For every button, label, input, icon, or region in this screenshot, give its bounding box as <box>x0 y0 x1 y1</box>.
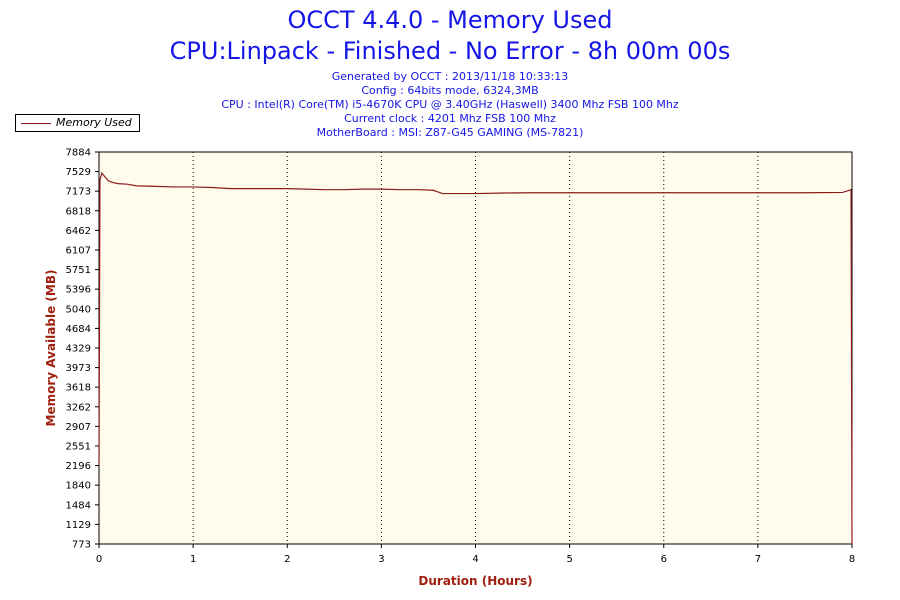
y-tick-label: 2196 <box>66 461 91 472</box>
y-tick-label: 3618 <box>66 383 91 394</box>
y-tick-label: 2551 <box>66 441 91 452</box>
y-tick-label: 7529 <box>66 167 91 178</box>
y-tick-label: 7173 <box>66 187 91 198</box>
x-axis-title: Duration (Hours) <box>418 574 532 588</box>
y-tick-label: 2907 <box>66 422 91 433</box>
chart-subtitle: CPU:Linpack - Finished - No Error - 8h 0… <box>169 37 731 65</box>
info-cpu: CPU : Intel(R) Core(TM) i5-4670K CPU @ 3… <box>221 98 679 111</box>
y-tick-label: 6462 <box>66 226 91 237</box>
x-tick-label: 2 <box>284 554 290 565</box>
info-current-clock: Current clock : 4201 Mhz FSB 100 Mhz <box>344 112 556 125</box>
y-tick-label: 4329 <box>66 343 91 354</box>
x-tick-label: 5 <box>566 554 572 565</box>
x-tick-label: 1 <box>190 554 196 565</box>
y-tick-label: 1129 <box>66 520 91 531</box>
x-tick-label: 0 <box>96 554 102 565</box>
series-line-memory-used <box>98 171 853 545</box>
y-tick-label: 7884 <box>66 148 91 159</box>
info-config: Config : 64bits mode, 6324,3MB <box>361 84 539 97</box>
info-motherboard: MotherBoard : MSI: Z87-G45 GAMING (MS-78… <box>316 126 584 139</box>
y-tick-label: 3262 <box>66 402 91 413</box>
x-tick-label: 3 <box>378 554 384 565</box>
legend-label: Memory Used <box>56 116 132 129</box>
y-tick-label: 1484 <box>66 500 91 511</box>
legend-swatch <box>21 123 51 124</box>
x-tick-label: 8 <box>849 554 855 565</box>
x-tick-label: 7 <box>755 554 761 565</box>
y-tick-label: 6107 <box>66 245 91 256</box>
y-axis-title: Memory Available (MB) <box>44 270 58 427</box>
y-tick-label: 4684 <box>66 324 91 335</box>
info-generated: Generated by OCCT : 2013/11/18 10:33:13 <box>331 70 569 83</box>
y-tick-label: 5396 <box>66 285 91 296</box>
x-tick-label: 6 <box>661 554 667 565</box>
chart-title: OCCT 4.4.0 - Memory Used <box>287 6 613 34</box>
y-tick-label: 3973 <box>66 363 91 374</box>
y-tick-label: 1840 <box>66 481 91 492</box>
x-tick-label: 4 <box>472 554 478 565</box>
y-tick-label: 6818 <box>66 206 91 217</box>
y-tick-label: 5751 <box>66 265 91 276</box>
y-tick-label: 773 <box>72 540 91 551</box>
legend: Memory Used <box>15 114 140 132</box>
y-tick-label: 5040 <box>66 304 91 315</box>
